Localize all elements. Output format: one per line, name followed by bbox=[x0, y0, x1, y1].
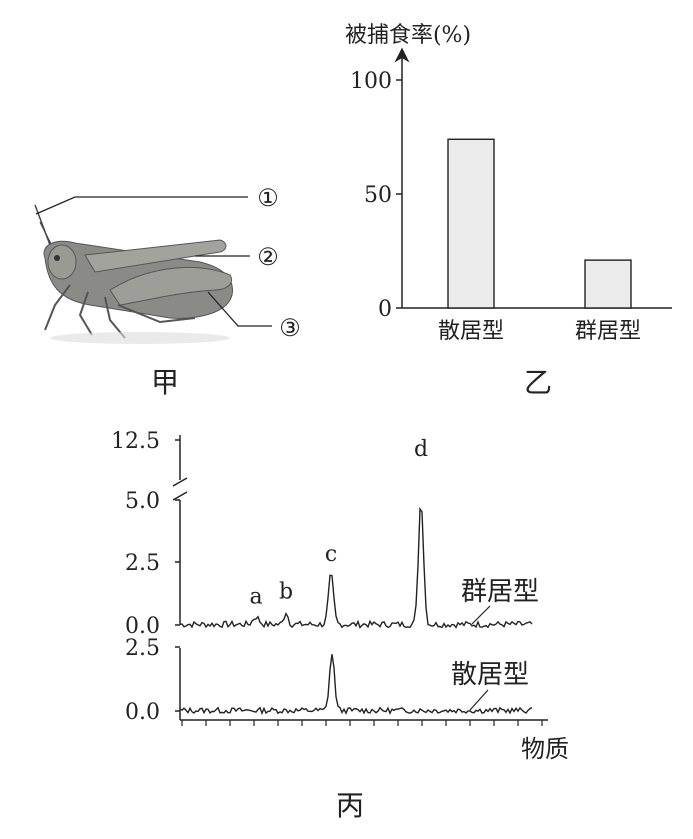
series-name-group: 群居型 bbox=[461, 577, 539, 607]
chart-yi: 被捕食率(%) 0 50 100 散居型 群居型 bbox=[345, 23, 672, 344]
panel-label-jia: 甲 bbox=[151, 366, 179, 399]
yi-cat-0: 散居型 bbox=[438, 319, 504, 344]
bing-bottom-ytick-label-0: 0.0 bbox=[125, 700, 160, 725]
yi-cat-1: 群居型 bbox=[575, 319, 641, 344]
bing-top-ytick-label-0: 0.0 bbox=[125, 614, 160, 639]
callout-lines bbox=[35, 196, 272, 327]
bing-top-ytick-label-3: 12.5 bbox=[111, 429, 160, 454]
peak-label-c: c bbox=[325, 542, 337, 567]
trace-solitary bbox=[179, 654, 533, 716]
grasshopper-illustration bbox=[34, 204, 234, 344]
yi-ytick-label-0: 0 bbox=[378, 297, 392, 322]
peak-label-d: d bbox=[414, 437, 428, 462]
bing-xlabel: 物质 bbox=[521, 735, 569, 763]
callout-2: ② bbox=[257, 243, 279, 271]
yi-bar-0 bbox=[447, 138, 495, 309]
bing-top-ytick-label-2: 5.0 bbox=[125, 489, 160, 514]
yi-ytick-label-1: 50 bbox=[364, 183, 392, 208]
callout-3: ③ bbox=[279, 314, 301, 342]
panel-label-bing: 丙 bbox=[336, 789, 364, 822]
axis-break-mark-2 bbox=[172, 491, 188, 501]
bing-top-ytick-label-1: 2.5 bbox=[125, 551, 160, 576]
yi-ylabel: 被捕食率(%) bbox=[345, 23, 471, 48]
bing-bottom-ytick-label-1: 2.5 bbox=[125, 636, 160, 661]
chart-bing: 0.02.55.012.50.02.5 a bcd 群居型 散居型 物质 bbox=[111, 429, 569, 763]
peak-label-b: b bbox=[279, 580, 293, 605]
axis-break-mark-1 bbox=[172, 477, 188, 487]
series-name-solitary: 散居型 bbox=[451, 660, 529, 690]
yi-bar-1 bbox=[584, 259, 632, 309]
peak-label-a: a bbox=[249, 585, 262, 610]
callout-1: ① bbox=[257, 184, 279, 212]
panel-label-yi: 乙 bbox=[524, 366, 552, 399]
yi-ytick-label-2: 100 bbox=[350, 69, 392, 94]
trace-group-living bbox=[179, 506, 533, 629]
